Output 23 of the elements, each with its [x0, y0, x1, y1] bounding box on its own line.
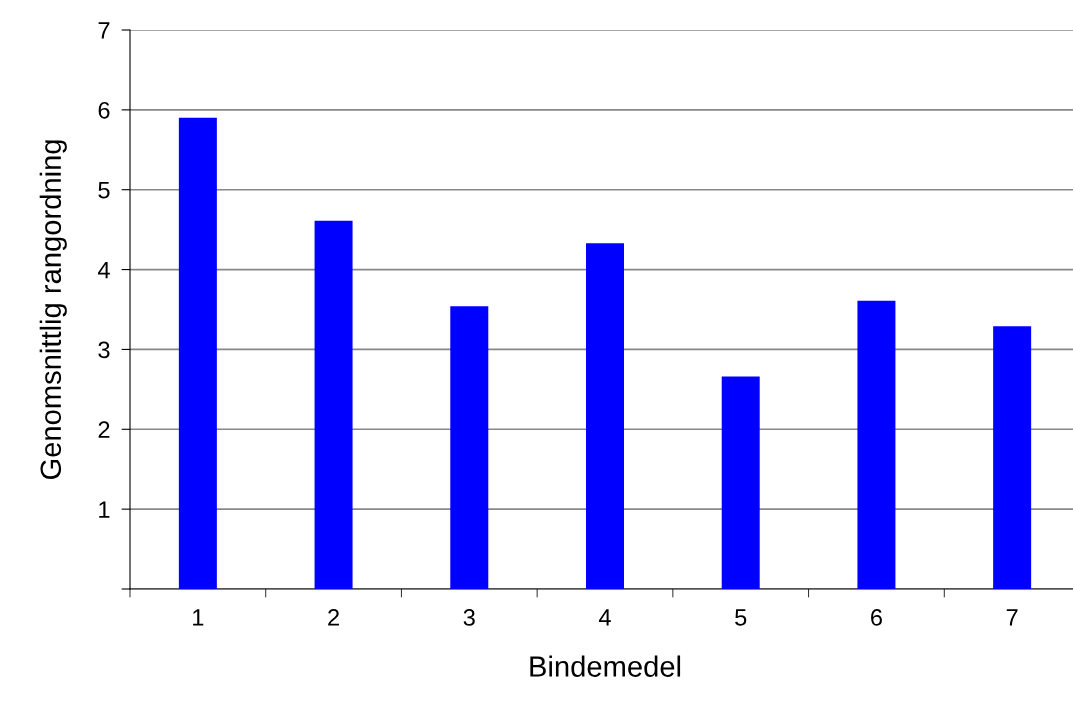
bar: [178, 117, 217, 589]
y-tick-label: 4: [97, 261, 110, 279]
y-tick-label: 3: [98, 341, 110, 359]
y-tick-label: 7: [98, 22, 110, 39]
x-tick-label: 6: [871, 609, 882, 626]
x-axis-title: Bindemedel: [530, 655, 681, 677]
y-tick-label: 5: [98, 182, 110, 199]
bar: [721, 376, 760, 589]
x-tick-label: 3: [463, 609, 475, 626]
x-tick-label: 5: [735, 609, 747, 626]
bar: [586, 243, 624, 589]
bar: [857, 300, 896, 589]
y-tick-label: 1: [99, 501, 110, 518]
bar: [314, 220, 353, 589]
bar: [450, 306, 489, 589]
x-tick-label: 7: [1006, 609, 1018, 626]
y-tick-label: 2: [98, 421, 110, 438]
x-tick-label: 2: [328, 609, 339, 626]
y-tick-label: 6: [98, 101, 110, 119]
x-tick-label: 1: [193, 609, 204, 626]
x-tick-label: 4: [598, 609, 611, 626]
y-axis-title: Genomsnittlig rangordning: [39, 140, 67, 480]
bar: [993, 326, 1032, 589]
